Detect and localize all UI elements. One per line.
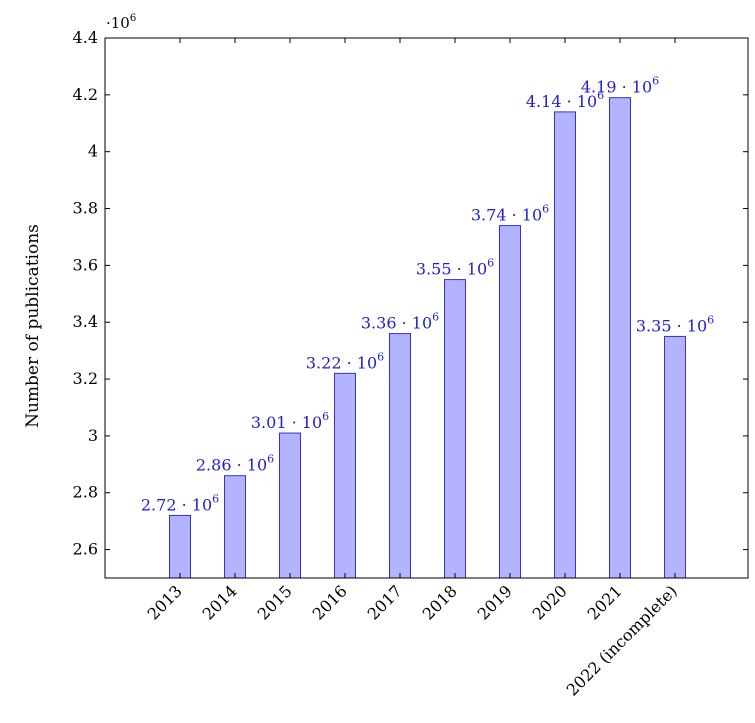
x-tick-label: 2014: [199, 581, 241, 623]
data-label-value: 3.36: [361, 314, 397, 333]
data-label-exponent: 6: [542, 203, 549, 216]
x-tick-label: 2022 (incomplete): [563, 581, 681, 699]
data-label: 3.01 · 106: [251, 410, 329, 432]
data-label-multiplier: · 10: [397, 314, 433, 333]
data-label-multiplier: · 10: [287, 413, 323, 432]
y-tick-label: 3.2: [73, 369, 98, 388]
data-label-exponent: 6: [432, 311, 439, 324]
data-label-multiplier: · 10: [507, 206, 543, 225]
x-tick-label: 2013: [144, 581, 186, 623]
bar-2022: [664, 335, 686, 579]
data-label-exponent: 6: [707, 313, 714, 326]
data-label-value: 3.22: [306, 353, 342, 372]
data-label-multiplier: · 10: [452, 260, 488, 279]
y-axis-label: Number of publications: [23, 224, 43, 428]
x-tick-label: 2018: [419, 581, 461, 623]
data-label-exponent: 6: [377, 350, 384, 363]
data-label-multiplier: · 10: [562, 92, 598, 111]
bar-2015: [279, 432, 301, 579]
data-label-value: 3.74: [471, 206, 507, 225]
data-label-multiplier: · 10: [177, 495, 213, 514]
data-label: 4.19 · 106: [581, 75, 659, 97]
x-tick-label: 2017: [364, 581, 406, 623]
data-label-exponent: 6: [212, 492, 219, 505]
data-label-exponent: 6: [597, 89, 604, 102]
data-label-value: 3.35: [636, 316, 672, 335]
y-tick-label: 2.6: [73, 540, 98, 559]
data-label-exponent: 6: [487, 257, 494, 270]
y-tick-label: 3.6: [73, 255, 98, 274]
y-tick-label: 3.8: [73, 199, 98, 218]
bars-group: [169, 97, 686, 579]
data-label-value: 3.55: [416, 260, 452, 279]
y-tick-label: 3.4: [73, 312, 98, 331]
x-ticks-group: 2013 2014 2015 2016 2017 2018 2019 2020 20212022…: [144, 38, 681, 700]
y-tick-label: 4.4: [73, 28, 98, 47]
x-tick-label: 2021: [584, 581, 626, 623]
data-label-exponent: 6: [267, 453, 274, 466]
data-label-multiplier: · 10: [672, 316, 708, 335]
x-tick-label: 2020: [529, 581, 571, 623]
y-tick-label: 2.8: [73, 483, 98, 502]
y-axis-scale-label: ·106: [106, 13, 136, 32]
y-axis-scale-base: ·10: [106, 14, 130, 32]
data-label: 3.22 · 106: [306, 350, 384, 372]
bar-2017: [389, 333, 411, 579]
data-label-value: 2.72: [141, 495, 177, 514]
y-axis-scale-exponent: 6: [130, 13, 136, 24]
bar-2013: [169, 514, 191, 579]
data-label-multiplier: · 10: [232, 456, 268, 475]
plot-frame: [104, 37, 749, 579]
bar-2020: [554, 111, 576, 579]
y-ticks-group: 2.6 2.8 3 3.2 3.4 3.6 3.8 4 4.2 4.4: [73, 28, 748, 559]
bar-2018: [444, 279, 466, 579]
data-label: 3.74 · 106: [471, 203, 549, 225]
data-label: 3.36 · 106: [361, 311, 439, 333]
bar-2014: [224, 475, 246, 579]
data-label-multiplier: · 10: [617, 78, 653, 97]
data-label: 4.14 · 106: [526, 89, 604, 111]
data-label-value: 4.14: [526, 92, 562, 111]
y-tick-label: 3: [88, 426, 98, 445]
x-tick-label: 2019: [474, 581, 516, 623]
bar-2019: [499, 225, 521, 579]
data-label: 3.35 · 106: [636, 313, 714, 335]
data-label: 2.72 · 106: [141, 492, 219, 514]
data-label: 2.86 · 106: [196, 453, 274, 475]
data-label-exponent: 6: [322, 410, 329, 423]
x-tick-label: 2015: [254, 581, 296, 623]
axes-group: [104, 37, 749, 579]
data-label: 3.55 · 106: [416, 257, 494, 279]
y-tick-label: 4: [88, 142, 98, 161]
bar-2021: [609, 97, 631, 579]
data-label-multiplier: · 10: [342, 353, 378, 372]
data-label-value: 3.01: [251, 413, 287, 432]
data-label-value: 2.86: [196, 456, 232, 475]
bar-2016: [334, 372, 356, 579]
y-tick-label: 4.2: [73, 85, 98, 104]
x-tick-label: 2016: [309, 581, 351, 623]
data-label-value: 4.19: [581, 78, 617, 97]
data-label-exponent: 6: [652, 75, 659, 88]
